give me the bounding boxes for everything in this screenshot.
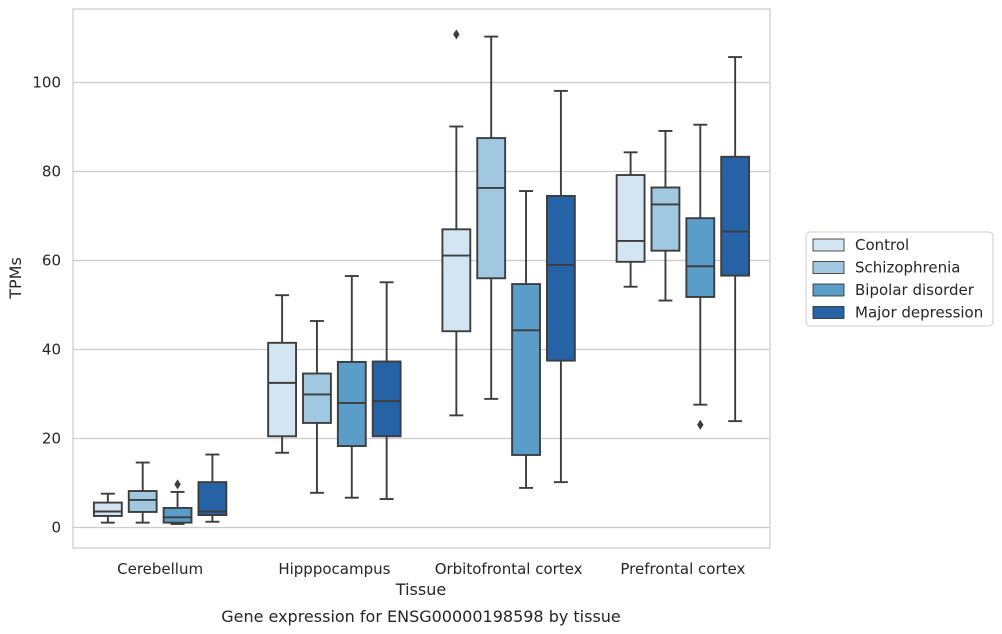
legend: Control Schizophrenia Bipolar disorder Majo…: [805, 231, 994, 327]
box-bipolar-disorder: [336, 275, 367, 499]
legend-label: Major depression: [855, 304, 983, 322]
plot-area-frame: [72, 8, 771, 549]
box-iqr: [127, 490, 158, 513]
outlier-point: [453, 29, 460, 40]
box-iqr: [371, 360, 402, 438]
x-tick-label: Hipppocampus: [278, 560, 390, 578]
box-iqr: [720, 155, 751, 277]
box-iqr: [546, 194, 576, 362]
legend-label: Bipolar disorder: [855, 281, 975, 299]
legend-swatch: [812, 261, 845, 274]
legend-swatch: [812, 306, 845, 319]
box-schizophrenia: [650, 130, 681, 302]
box-iqr: [336, 361, 367, 448]
box-iqr: [267, 341, 297, 438]
box-major-depression: [720, 56, 751, 423]
box-control: [92, 492, 123, 524]
y-tick-label: 80: [42, 162, 61, 180]
box-iqr: [511, 283, 541, 456]
boxes: [92, 29, 751, 525]
y-tick-label: 0: [51, 519, 61, 537]
box-control: [267, 294, 297, 454]
box-bipolar-disorder: [511, 190, 541, 489]
y-tick-label: 100: [32, 73, 61, 91]
box-iqr: [476, 137, 507, 280]
box-iqr: [197, 481, 228, 517]
box-schizophrenia: [476, 35, 507, 400]
outlier-point: [174, 479, 181, 490]
box-bipolar-disorder: [685, 123, 716, 430]
box-iqr: [615, 174, 646, 263]
legend-swatch: [812, 238, 845, 252]
box-iqr: [302, 372, 332, 424]
box-major-depression: [546, 89, 576, 484]
x-tick-label: Prefrontal cortex: [620, 560, 745, 578]
y-tick-label: 40: [42, 340, 61, 358]
legend-label: Schizophrenia: [855, 259, 960, 277]
box-bipolar-disorder: [162, 479, 193, 525]
box-major-depression: [371, 281, 402, 500]
legend-swatch: [812, 283, 845, 297]
box-iqr: [162, 506, 193, 524]
box-control: [615, 151, 646, 288]
box-control: [441, 29, 472, 417]
y-axis-label: TPMs: [6, 257, 25, 300]
y-axis-ticks: 0 20 40 60 80 100: [32, 73, 61, 536]
y-tick-label: 60: [42, 251, 61, 269]
gridlines: [73, 81, 770, 529]
x-tick-label: Orbitofrontal cortex: [435, 560, 583, 578]
box-major-depression: [197, 453, 228, 523]
box-schizophrenia: [302, 320, 332, 494]
box-iqr: [685, 217, 716, 298]
box-schizophrenia: [127, 461, 158, 524]
y-tick-label: 20: [42, 430, 61, 448]
chart-caption: Gene expression for ENSG00000198598 by t…: [221, 607, 621, 626]
x-tick-label: Cerebellum: [117, 560, 203, 578]
box-iqr: [650, 186, 681, 252]
x-axis-label: Tissue: [395, 580, 446, 599]
legend-label: Control: [855, 236, 909, 254]
legend-frame: [805, 231, 994, 327]
box-iqr: [441, 228, 472, 333]
x-axis-ticks: Cerebellum Hipppocampus Orbitofrontal cort…: [117, 560, 745, 578]
outlier-point: [697, 419, 704, 430]
box-iqr: [92, 501, 123, 517]
